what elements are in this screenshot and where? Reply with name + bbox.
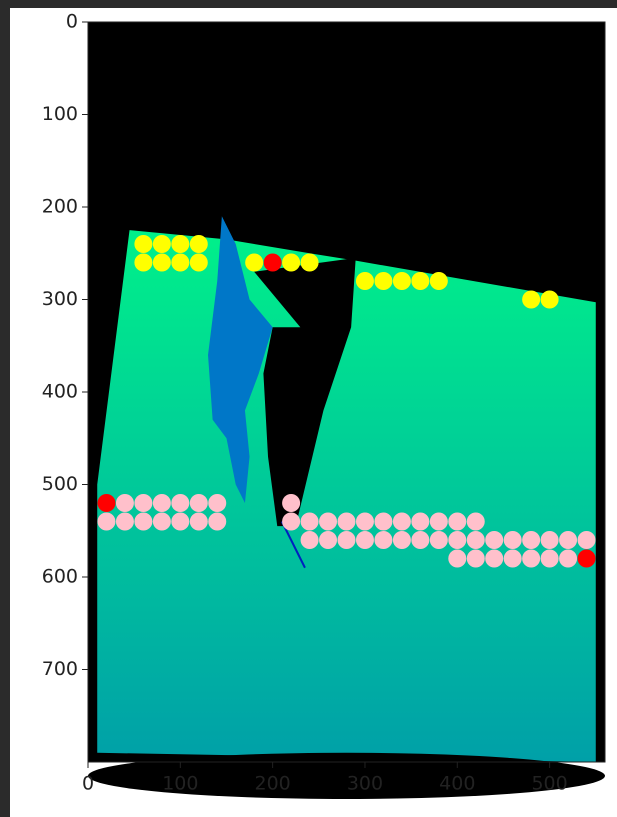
point bbox=[319, 513, 337, 531]
y-tick-label: 700 bbox=[42, 658, 78, 680]
x-tick-label: 100 bbox=[162, 773, 198, 795]
point bbox=[559, 531, 577, 549]
point bbox=[504, 550, 522, 568]
point bbox=[282, 494, 300, 512]
point bbox=[430, 272, 448, 290]
point bbox=[319, 531, 337, 549]
point bbox=[393, 531, 411, 549]
point bbox=[485, 531, 503, 549]
point bbox=[448, 513, 466, 531]
point bbox=[171, 254, 189, 272]
point bbox=[374, 513, 392, 531]
y-tick-label: 300 bbox=[42, 288, 78, 310]
y-tick-label: 400 bbox=[42, 381, 78, 403]
point bbox=[338, 513, 356, 531]
x-tick-label: 400 bbox=[439, 773, 475, 795]
point bbox=[559, 550, 577, 568]
point bbox=[430, 531, 448, 549]
point bbox=[134, 254, 152, 272]
point bbox=[448, 550, 466, 568]
point bbox=[153, 254, 171, 272]
point bbox=[467, 513, 485, 531]
point bbox=[153, 513, 171, 531]
point bbox=[504, 531, 522, 549]
point bbox=[467, 550, 485, 568]
point bbox=[190, 494, 208, 512]
point bbox=[356, 513, 374, 531]
point bbox=[171, 494, 189, 512]
point bbox=[134, 513, 152, 531]
point bbox=[208, 494, 226, 512]
point bbox=[356, 531, 374, 549]
point bbox=[393, 272, 411, 290]
point bbox=[190, 235, 208, 253]
point bbox=[541, 550, 559, 568]
point bbox=[190, 254, 208, 272]
point bbox=[374, 272, 392, 290]
point bbox=[301, 531, 319, 549]
point bbox=[116, 513, 134, 531]
point bbox=[171, 513, 189, 531]
point bbox=[282, 254, 300, 272]
x-tick-label: 0 bbox=[82, 773, 94, 795]
point bbox=[448, 531, 466, 549]
x-tick-label: 300 bbox=[347, 773, 383, 795]
point bbox=[208, 513, 226, 531]
point bbox=[411, 513, 429, 531]
point bbox=[393, 513, 411, 531]
point bbox=[245, 254, 263, 272]
y-tick-label: 600 bbox=[42, 566, 78, 588]
point bbox=[97, 494, 115, 512]
point bbox=[356, 272, 374, 290]
page: 01002003004005006007000100200300400500 (… bbox=[0, 0, 617, 817]
point bbox=[190, 513, 208, 531]
point bbox=[282, 513, 300, 531]
point bbox=[430, 513, 448, 531]
point bbox=[522, 291, 540, 309]
point bbox=[485, 550, 503, 568]
point bbox=[97, 513, 115, 531]
point bbox=[301, 254, 319, 272]
y-tick-label: 500 bbox=[42, 473, 78, 495]
point bbox=[264, 254, 282, 272]
y-tick-label: 200 bbox=[42, 196, 78, 218]
point bbox=[374, 531, 392, 549]
point bbox=[541, 291, 559, 309]
point bbox=[541, 531, 559, 549]
chart: 0 100 200 300 400 500 600 700 0 100 200 300 400 500 bbox=[0, 0, 617, 817]
point bbox=[134, 494, 152, 512]
point bbox=[522, 550, 540, 568]
y-tick-label: 0 bbox=[66, 11, 78, 33]
x-tick-label: 200 bbox=[255, 773, 291, 795]
point bbox=[338, 531, 356, 549]
depth-image bbox=[88, 22, 605, 799]
point bbox=[467, 531, 485, 549]
point bbox=[116, 494, 134, 512]
point bbox=[578, 531, 596, 549]
point bbox=[578, 550, 596, 568]
point bbox=[153, 235, 171, 253]
point bbox=[301, 513, 319, 531]
point bbox=[153, 494, 171, 512]
point bbox=[522, 531, 540, 549]
y-tick-label: 100 bbox=[42, 103, 78, 125]
point bbox=[411, 531, 429, 549]
x-tick-label: 500 bbox=[531, 773, 567, 795]
point bbox=[171, 235, 189, 253]
point bbox=[411, 272, 429, 290]
point bbox=[134, 235, 152, 253]
